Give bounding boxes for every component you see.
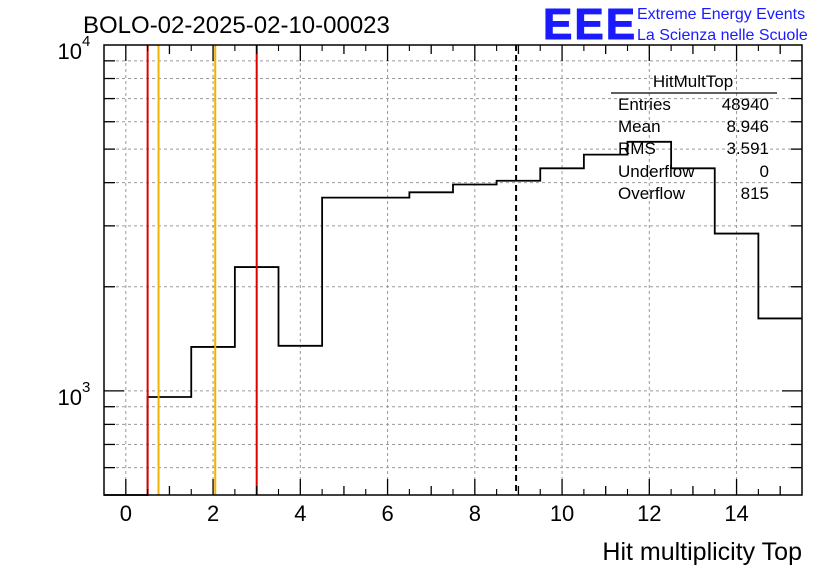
x-tick-label: 12 (637, 501, 661, 526)
x-tick-label: 4 (294, 501, 306, 526)
y-tick-exponent: 3 (82, 379, 90, 396)
stats-row-rms: RMS 3.591 (618, 139, 769, 158)
histogram-bin (540, 168, 584, 495)
histogram-bin (715, 234, 759, 495)
histogram-bin (671, 168, 715, 495)
grid-lines (104, 45, 802, 495)
eee-logo-mark: EEE (543, 0, 637, 49)
x-tick-label: 6 (381, 501, 393, 526)
stats-box: HitMultTop Entries 48940 Mean 8.946 RMS … (611, 72, 777, 203)
stats-label: Underflow (618, 162, 695, 181)
y-tick-exponent: 4 (82, 33, 90, 50)
stats-label: Overflow (618, 184, 686, 203)
stats-value: 815 (741, 184, 769, 203)
y-tick-label: 10 (58, 385, 82, 410)
x-tick-label: 8 (469, 501, 481, 526)
logo-line-1: Extreme Energy Events (637, 6, 805, 23)
histogram-bin (584, 155, 628, 495)
y-tick-label: 10 (58, 39, 82, 64)
run-title: BOLO-02-2025-02-10-00023 (83, 12, 390, 39)
eee-logo: EEE Extreme Energy Events La Scienza nel… (543, 0, 808, 50)
histogram-outline (104, 140, 802, 496)
reference-lines (146, 45, 518, 495)
x-tick-label: 0 (120, 501, 132, 526)
logo-line-2: La Scienza nelle Scuole (637, 27, 808, 44)
histogram-bin (148, 397, 192, 495)
histogram-bin (497, 181, 541, 495)
x-tick-label: 2 (207, 501, 219, 526)
x-tick-label: 10 (550, 501, 574, 526)
stats-title: HitMultTop (653, 72, 733, 91)
stats-value: 8.946 (726, 117, 769, 136)
histogram-bin (279, 346, 323, 495)
stats-row-entries: Entries 48940 (618, 95, 769, 114)
stats-row-overflow: Overflow 815 (618, 184, 769, 203)
stats-label: RMS (618, 139, 656, 158)
histogram-bin (322, 198, 366, 495)
x-tick-label: 14 (724, 501, 748, 526)
stats-value: 0 (760, 162, 769, 181)
stats-label: Entries (618, 95, 671, 114)
x-tick-labels: 0 2 4 6 8 10 12 14 (120, 501, 749, 526)
stats-label: Mean (618, 117, 661, 136)
histogram-bin (191, 347, 235, 495)
histogram-bin (366, 198, 410, 495)
stats-value: 48940 (722, 95, 769, 114)
histogram-bins (104, 140, 802, 496)
stats-row-underflow: Underflow 0 (618, 162, 769, 181)
histogram-bin (453, 185, 497, 495)
x-axis-label: Hit multiplicity Top (602, 538, 802, 566)
histogram-bin (409, 192, 453, 495)
stats-row-mean: Mean 8.946 (618, 117, 769, 136)
axis-ticks (104, 45, 802, 495)
stats-value: 3.591 (726, 139, 769, 158)
